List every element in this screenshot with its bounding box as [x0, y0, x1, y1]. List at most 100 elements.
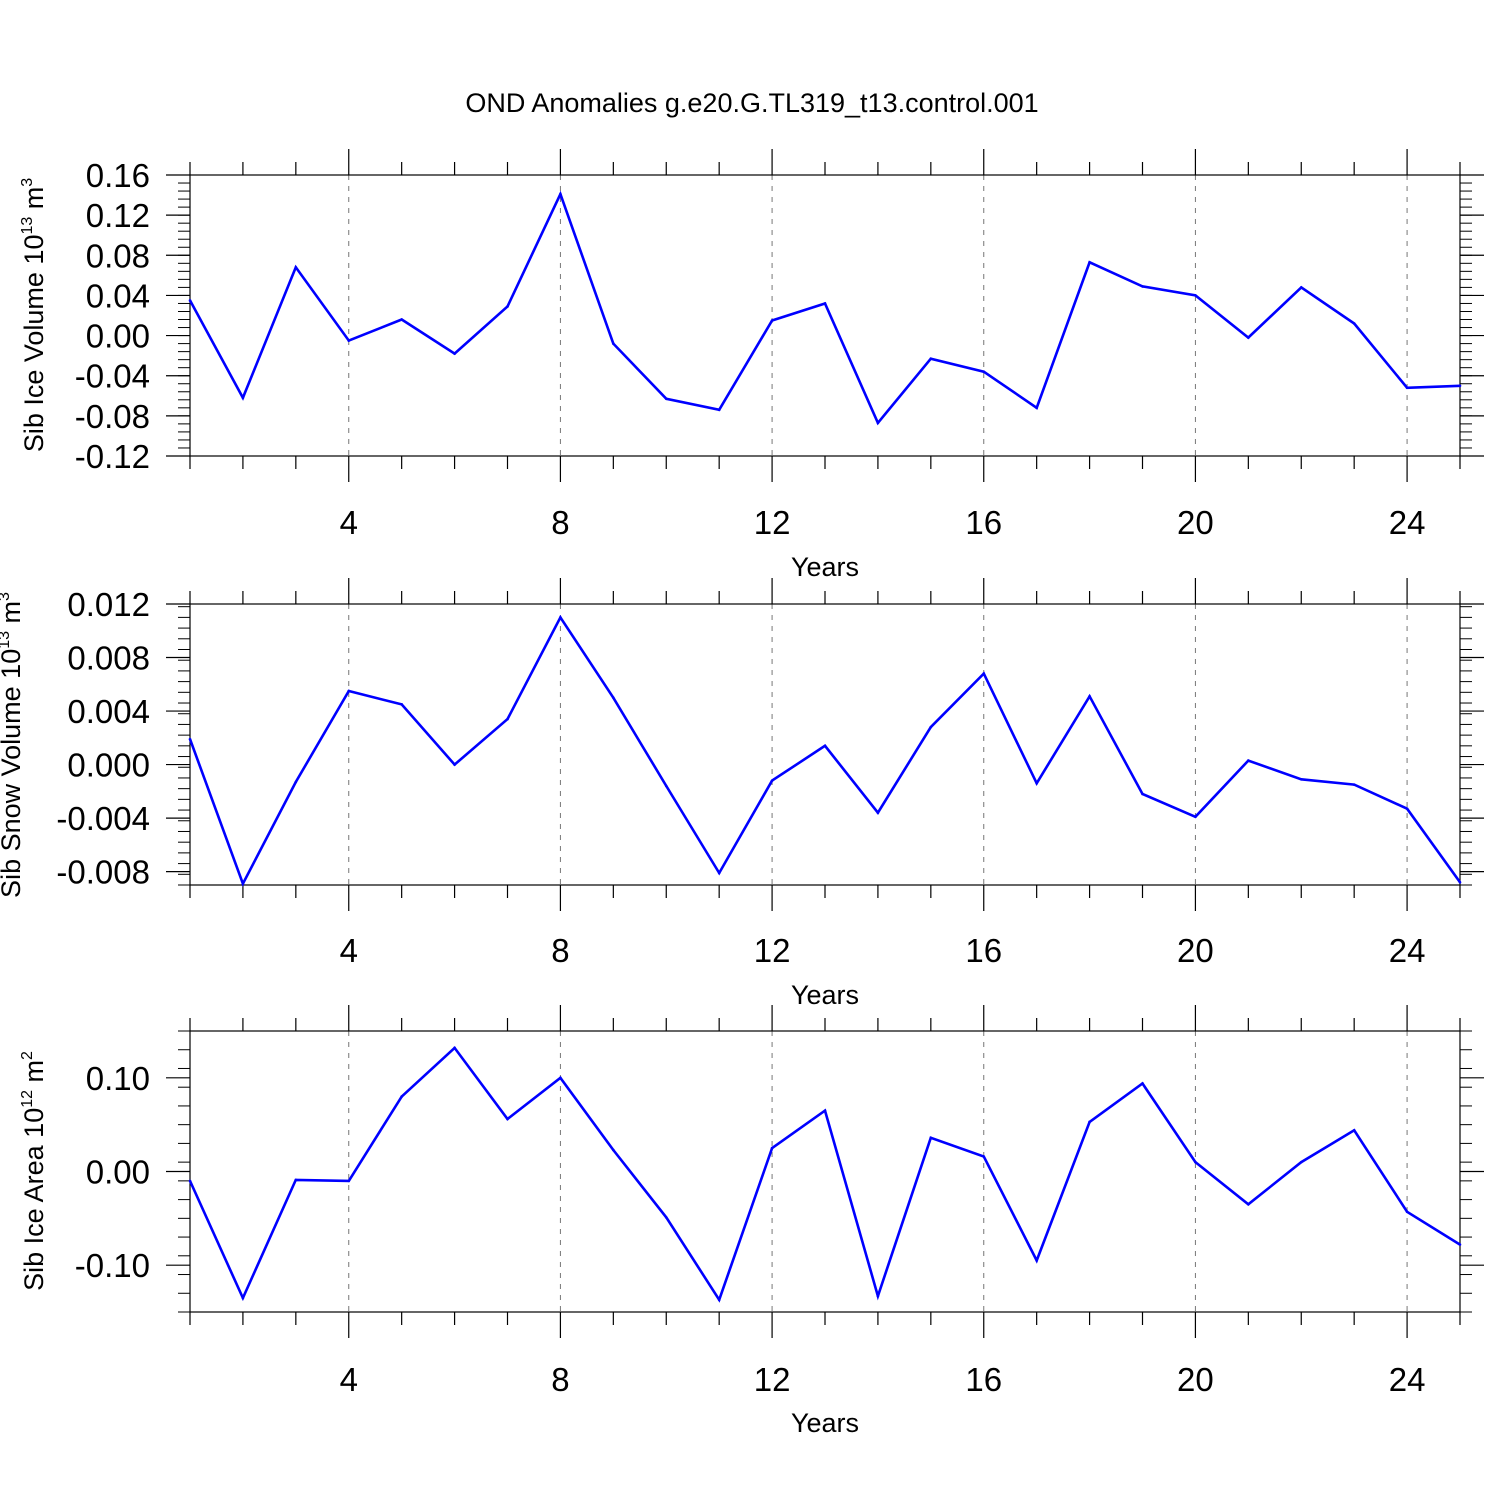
y-tick-label: 0.000	[67, 747, 150, 784]
data-point	[559, 1076, 562, 1080]
data-point	[1458, 384, 1462, 388]
data-point	[664, 1216, 668, 1219]
x-tick-label: 24	[1389, 504, 1426, 541]
y-tick-label: 0.12	[86, 197, 150, 234]
data-point	[241, 882, 245, 885]
y-axis-title: Sib Ice Area 1012 m2	[19, 1051, 49, 1291]
data-point	[559, 192, 562, 196]
y-tick-label: 0.10	[86, 1060, 150, 1097]
x-tick-label: 8	[551, 1361, 569, 1398]
data-point	[1247, 336, 1250, 339]
y-tick-label: -0.004	[56, 800, 150, 837]
y-tick-label: 0.08	[86, 237, 150, 274]
data-point	[559, 616, 562, 619]
x-tick-label: 16	[965, 504, 1002, 541]
data-point	[717, 408, 721, 412]
x-tick-label: 12	[754, 932, 791, 969]
data-point	[1299, 777, 1303, 781]
data-point	[1247, 759, 1250, 762]
data-point	[453, 352, 456, 355]
data-point	[717, 1298, 721, 1302]
data-point	[1088, 695, 1091, 698]
y-tick-label: 0.16	[86, 157, 150, 194]
data-point	[929, 1136, 933, 1140]
x-tick-label: 20	[1177, 504, 1214, 541]
data-point	[717, 871, 721, 875]
data-point	[1405, 807, 1409, 811]
x-tick-label: 24	[1389, 1361, 1426, 1398]
data-point	[241, 1296, 245, 1300]
y-axis-title: Sib Snow Volume 1013 m3	[0, 592, 26, 898]
data-point	[347, 1179, 351, 1183]
panel-2: -0.008 -0.004 0.000 0.004 0.008 0.012 4 8 12 16 20…	[0, 578, 1484, 1010]
data-point	[929, 725, 933, 729]
plot-frame	[189, 174, 1461, 457]
data-point	[1458, 1243, 1462, 1246]
data-point	[1141, 285, 1144, 288]
data-point	[1352, 783, 1356, 786]
data-point	[1458, 881, 1462, 884]
y-tick-label: 0.00	[86, 1154, 150, 1191]
data-point	[982, 672, 986, 675]
data-point	[400, 318, 403, 321]
y-tick-label: -0.04	[75, 358, 150, 395]
data-point	[1035, 1259, 1038, 1262]
data-point	[664, 397, 668, 401]
x-tick-label: 20	[1177, 932, 1214, 969]
series-line	[188, 614, 1462, 887]
data-point	[1035, 406, 1038, 410]
x-tick-label: 8	[551, 504, 569, 541]
y-tick-label: 0.04	[86, 277, 150, 314]
x-axis-title: Years	[791, 1408, 859, 1438]
panel-1: -0.12-0.08-0.040.00 0.040.080.120.16 4 8 12 1…	[19, 149, 1484, 582]
data-point	[823, 302, 827, 305]
data-point	[453, 1046, 456, 1050]
data-point	[1352, 322, 1356, 325]
series-line	[188, 190, 1461, 426]
data-point	[1405, 1210, 1409, 1214]
data-point	[506, 717, 509, 721]
data-point	[1141, 792, 1144, 796]
data-point	[1299, 1160, 1303, 1164]
y-tick-label: -0.10	[75, 1247, 150, 1284]
data-point	[1035, 782, 1038, 785]
data-point	[770, 779, 774, 782]
data-point	[1405, 386, 1409, 390]
data-point	[1247, 1202, 1250, 1206]
x-tick-label: 16	[965, 1361, 1002, 1398]
data-point	[400, 1095, 403, 1098]
y-tick-label: -0.008	[56, 854, 150, 891]
data-point	[294, 1178, 298, 1182]
data-point	[1352, 1128, 1356, 1132]
data-point	[1088, 261, 1091, 264]
data-point	[664, 784, 668, 788]
data-point	[876, 421, 880, 425]
x-tick-label: 8	[551, 932, 569, 969]
y-tick-label: -0.12	[75, 438, 150, 475]
data-point	[506, 305, 509, 308]
data-point	[1141, 1082, 1144, 1085]
data-point	[347, 339, 351, 342]
y-tick-label: 0.012	[67, 586, 150, 623]
data-point	[188, 1179, 192, 1183]
x-tick-label: 20	[1177, 1361, 1214, 1398]
y-tick-label: 0.004	[67, 693, 150, 730]
data-point	[982, 1155, 986, 1158]
data-point	[1088, 1120, 1091, 1124]
x-tick-label: 4	[340, 932, 358, 969]
panel-3: -0.10 0.00 0.10 4 8 12 16 20 24 Years Sib Ice Area…	[19, 1005, 1484, 1438]
data-point	[1299, 286, 1303, 289]
data-point	[1194, 815, 1197, 819]
data-point	[1194, 1160, 1197, 1164]
y-axis-title: Sib Ice Volume 1013 m3	[19, 178, 49, 452]
series-line	[188, 1045, 1461, 1303]
x-axis-title: Years	[791, 552, 859, 582]
data-point	[294, 266, 298, 269]
data-point	[1194, 294, 1197, 297]
y-tick-label: 0.008	[67, 640, 150, 677]
data-point	[612, 696, 615, 699]
data-point	[453, 763, 456, 766]
data-point	[241, 396, 245, 400]
data-point	[506, 1117, 509, 1121]
